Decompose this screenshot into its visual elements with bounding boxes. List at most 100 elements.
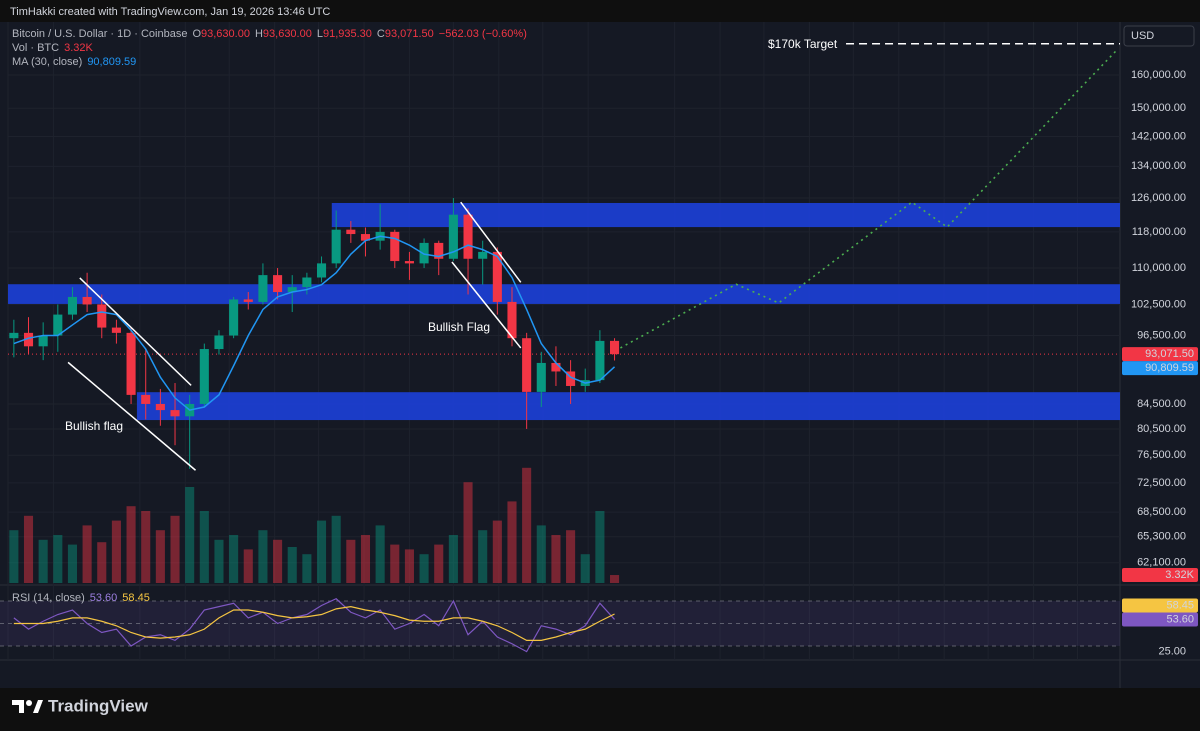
brand-logo — [12, 700, 43, 713]
volume-bar — [53, 535, 63, 583]
target-label: $170k Target — [768, 37, 838, 51]
legend-value: 91,935.30 — [322, 28, 372, 40]
volume-bar — [404, 549, 414, 583]
zone — [8, 284, 1120, 304]
volume-bar — [580, 554, 590, 583]
volume-bar — [82, 525, 92, 583]
volume-bar — [507, 501, 517, 583]
candle-body — [126, 332, 136, 395]
volume-value: 3.32K — [64, 42, 93, 54]
candle-body — [23, 332, 34, 347]
y-tick-label: 142,000.00 — [1131, 130, 1186, 142]
volume-bar — [126, 506, 136, 583]
legend-ma: MA (30, close) 90,809.59 — [12, 56, 136, 68]
rsi-tick-label: 25.00 — [1158, 646, 1186, 658]
volume-bar — [478, 530, 488, 583]
y-tick-label: 84,500.00 — [1137, 398, 1186, 410]
plot-area: Dec2025MarAprMayJunJulAugSepOctNovDec202… — [0, 22, 1120, 660]
ma-line — [13, 235, 616, 411]
rsi-ma-value: 58.45 — [122, 592, 150, 604]
volume-bar — [273, 539, 283, 583]
y-tick-label: 76,500.00 — [1137, 449, 1186, 461]
y-tick-label: 96,500.00 — [1137, 329, 1186, 341]
candle-body — [492, 251, 502, 302]
volume-bar — [536, 525, 546, 583]
candle-body — [9, 332, 19, 339]
candle-body — [111, 327, 121, 333]
candle-body — [390, 231, 400, 262]
volume-bar — [316, 520, 327, 583]
ma-tag-bg — [1122, 361, 1198, 376]
candle-body — [551, 362, 561, 372]
brand: TradingView — [48, 696, 149, 715]
candle-body — [419, 242, 429, 264]
candle-body — [229, 299, 239, 336]
volume-bar — [522, 467, 532, 583]
legend-volume: Vol · BTC 3.32K — [12, 42, 93, 54]
candle-body — [536, 362, 546, 392]
candle-body — [287, 287, 297, 293]
volume-bar — [610, 575, 620, 583]
candle-body — [82, 296, 92, 305]
candle-body — [214, 335, 224, 350]
volume-bar — [67, 544, 78, 583]
candle-body — [67, 296, 78, 315]
rsi-line — [13, 598, 615, 653]
candle-body — [316, 263, 327, 278]
volume-bar — [390, 544, 400, 583]
axes: 160,000.00 150,000.00 142,000.00 134,000.00… — [1122, 69, 1198, 658]
y-tick-label: 160,000.00 — [1131, 69, 1186, 81]
volume-bar — [199, 511, 209, 583]
volume-name: Vol · BTC — [12, 42, 60, 54]
candle-body — [610, 340, 620, 355]
legend-value: 93,630.00 — [201, 28, 250, 40]
currency: USD — [1131, 30, 1154, 42]
rsi-tag: 53.60 — [1166, 613, 1194, 625]
volume-bar — [97, 542, 107, 583]
volume-bar — [170, 515, 180, 583]
volume-bar — [346, 539, 356, 583]
candle-body — [463, 214, 473, 259]
volume-bar — [287, 547, 297, 583]
volume-bar — [214, 539, 224, 583]
annotation-label: Bullish flag — [65, 419, 124, 433]
y-tick-label: 72,500.00 — [1137, 477, 1186, 489]
candle-body — [360, 234, 371, 241]
volume-bar — [331, 515, 341, 583]
annotation-label: Bullish Flag — [428, 320, 491, 334]
candle-body — [404, 261, 414, 264]
candle-body — [53, 314, 63, 336]
volume-bar — [492, 520, 502, 583]
rsi-ma-tag-bg — [1122, 598, 1198, 613]
rsi-ma-line — [13, 606, 615, 641]
volume-bar — [38, 539, 48, 583]
legend-key: L — [316, 28, 323, 40]
y-tick-label: 150,000.00 — [1131, 102, 1186, 114]
ma-tag: 90,809.59 — [1145, 362, 1194, 374]
candle-body — [170, 410, 180, 417]
legend-key: C — [376, 28, 385, 40]
volume-bar — [258, 530, 268, 583]
candle-body — [331, 229, 341, 264]
symbol-title: Bitcoin / U.S. Dollar · 1D · Coinbase — [12, 28, 188, 40]
ma-value: 90,809.59 — [87, 56, 137, 68]
volume-bar — [434, 544, 444, 583]
candle-body — [141, 394, 151, 404]
legend-change: −562.03 (−0.60%) — [438, 28, 527, 40]
legend-value: 93,071.50 — [384, 28, 434, 40]
legend-value: 93,630.00 — [262, 28, 312, 40]
y-tick-label: 65,300.00 — [1137, 531, 1186, 543]
candle-body — [243, 299, 253, 302]
volume-bar — [155, 530, 165, 583]
flag-line — [67, 361, 197, 471]
rsi-tag-bg — [1122, 612, 1198, 627]
y-tick-label: 80,500.00 — [1137, 423, 1186, 435]
volume-bar — [551, 535, 561, 583]
rsi-name: RSI (14, close) — [12, 592, 85, 604]
legend-key: O — [192, 28, 202, 40]
volume-bar — [141, 511, 151, 583]
volume-bar — [111, 520, 121, 583]
y-tick-label: 62,100.00 — [1137, 557, 1186, 569]
